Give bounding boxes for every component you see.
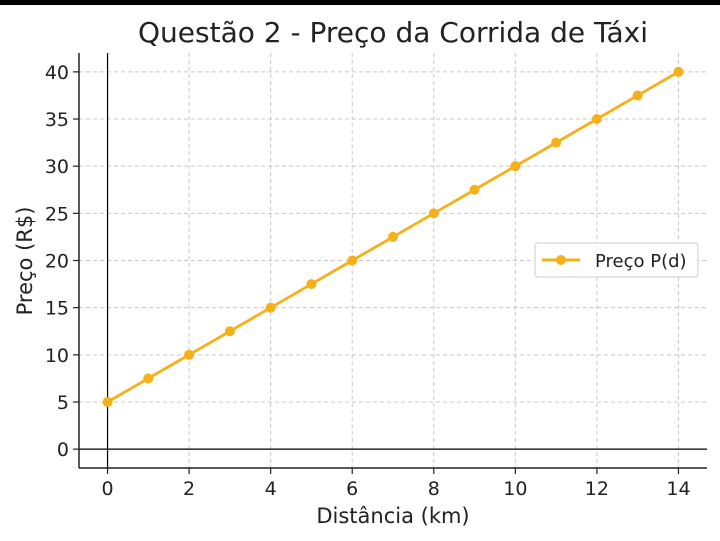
y-tick-label: 35 xyxy=(45,109,69,131)
y-axis-label: Preço (R$) xyxy=(13,207,37,316)
data-point xyxy=(551,137,562,148)
top-border xyxy=(0,0,720,5)
data-point xyxy=(347,255,358,266)
data-point xyxy=(388,231,398,242)
data-point xyxy=(306,279,317,290)
x-tick-label: 0 xyxy=(101,478,113,500)
x-tick-label: 8 xyxy=(428,478,440,500)
y-tick-label: 5 xyxy=(57,392,69,414)
legend: Preço P(d) xyxy=(534,242,699,278)
legend-label: Preço P(d) xyxy=(595,251,687,272)
x-tick-label: 12 xyxy=(585,478,609,500)
y-tick-label: 10 xyxy=(45,345,69,367)
data-point xyxy=(428,208,439,219)
data-point xyxy=(265,302,276,313)
x-tick-label: 6 xyxy=(346,478,358,500)
data-point xyxy=(510,161,521,172)
chart-title: Questão 2 - Preço da Corrida de Táxi xyxy=(138,16,648,49)
legend-marker xyxy=(556,255,566,265)
data-point xyxy=(632,90,643,101)
y-tick-label: 15 xyxy=(45,298,69,320)
y-tick-label: 0 xyxy=(57,439,69,461)
series-layer xyxy=(102,66,684,407)
data-point xyxy=(184,349,195,360)
legend-box xyxy=(534,242,699,278)
data-point xyxy=(469,184,480,195)
x-axis-ticks: 0 2 4 6 8 10 12 14 xyxy=(101,468,691,500)
x-tick-label: 2 xyxy=(183,478,195,500)
data-point xyxy=(224,326,235,337)
x-tick-label: 4 xyxy=(265,478,277,500)
data-point xyxy=(591,114,602,125)
x-axis-label: Distância (km) xyxy=(316,504,469,528)
y-tick-label: 25 xyxy=(45,203,69,225)
x-tick-label: 10 xyxy=(503,478,527,500)
y-tick-label: 20 xyxy=(45,251,69,273)
data-point xyxy=(102,396,113,407)
y-axis-ticks: 0 5 10 15 20 25 30 35 40 xyxy=(45,62,79,461)
x-tick-label: 14 xyxy=(666,478,690,500)
data-point xyxy=(673,66,684,77)
y-tick-label: 30 xyxy=(45,156,69,178)
data-point xyxy=(143,373,154,384)
y-tick-label: 40 xyxy=(45,62,69,84)
